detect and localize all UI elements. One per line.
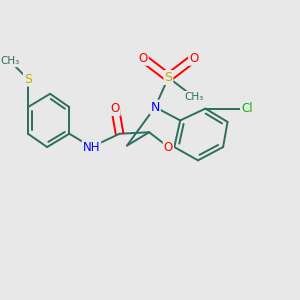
Text: O: O: [139, 52, 148, 65]
Text: Cl: Cl: [241, 102, 253, 115]
Text: O: O: [110, 102, 120, 115]
Text: S: S: [164, 71, 172, 84]
Text: N: N: [150, 100, 160, 114]
Text: O: O: [164, 140, 173, 154]
Text: O: O: [189, 52, 198, 65]
Text: S: S: [24, 73, 32, 85]
Text: CH₃: CH₃: [184, 92, 203, 102]
Text: NH: NH: [83, 140, 100, 154]
Text: CH₃: CH₃: [1, 56, 20, 66]
